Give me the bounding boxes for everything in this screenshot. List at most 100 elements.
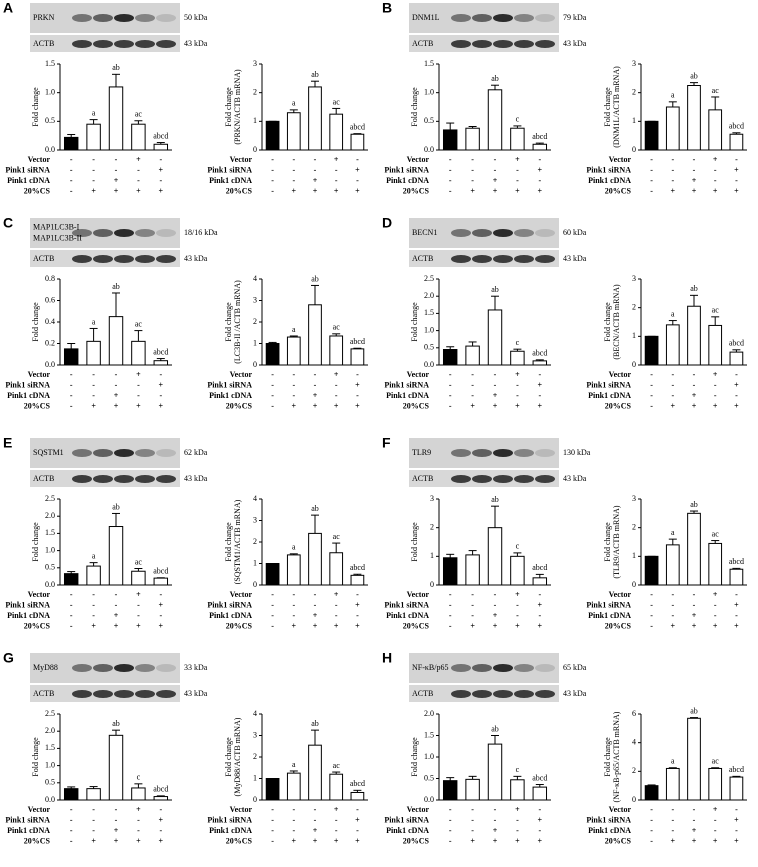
significance-label: ab — [311, 70, 319, 79]
panel-letter: G — [3, 650, 14, 666]
treatment-sign: - — [292, 600, 295, 609]
treatment-sign: - — [92, 590, 95, 599]
treatment-sign: - — [271, 815, 274, 824]
y-tick-label: 4 — [253, 274, 257, 283]
panel-letter: A — [3, 0, 13, 16]
blot-kda: 33 kDa — [184, 663, 208, 672]
treatment-sign: - — [494, 380, 497, 389]
blot-band — [493, 255, 513, 263]
panel-letter: C — [3, 215, 13, 231]
treatment-sign: - — [538, 611, 541, 620]
significance-label: abcd — [532, 773, 547, 782]
blot-band — [93, 475, 113, 483]
treatment-sign: + — [692, 186, 697, 195]
significance-label: a — [671, 309, 675, 318]
bar — [442, 349, 458, 366]
treatment-sign: + — [538, 836, 543, 845]
y-axis-label: Fold change — [603, 522, 612, 562]
treatment-label: Pink1 siRNA — [5, 165, 50, 174]
treatment-sign: - — [159, 611, 162, 620]
y-tick-label: 0.2 — [45, 338, 55, 347]
treatment-sign: + — [515, 186, 520, 195]
y-tick-label: 1 — [632, 331, 636, 340]
significance-label: abcd — [729, 339, 744, 348]
treatment-label: Pink1 siRNA — [207, 815, 252, 824]
treatment-sign: - — [137, 176, 140, 185]
treatment-label: Vector — [407, 370, 430, 379]
treatment-label: Vector — [28, 155, 51, 164]
y-tick-label: 4 — [253, 494, 257, 503]
treatment-sign: - — [538, 391, 541, 400]
treatment-sign: + — [734, 401, 739, 410]
treatment-sign: - — [70, 836, 73, 845]
treatment-sign: + — [493, 836, 498, 845]
treatment-label: Pink1 cDNA — [209, 391, 252, 400]
treatment-sign: - — [70, 590, 73, 599]
blot-band — [451, 449, 471, 457]
treatment-sign: - — [538, 370, 541, 379]
y-tick-label: 1.0 — [45, 760, 55, 769]
blot-band — [114, 449, 134, 457]
treatment-sign: + — [515, 155, 520, 164]
treatment-sign: - — [356, 176, 359, 185]
significance-label: ac — [712, 529, 720, 538]
treatment-sign: - — [735, 611, 738, 620]
significance-label: ab — [112, 502, 120, 511]
treatment-sign: + — [313, 621, 318, 630]
treatment-sign: - — [335, 380, 338, 389]
y-tick-label: 1 — [632, 551, 636, 560]
y-axis-label: Fold change — [31, 737, 40, 777]
treatment-label: 20%CS — [24, 621, 51, 630]
y-tick-label: 0.0 — [424, 360, 434, 369]
treatment-sign: - — [471, 391, 474, 400]
blot-loading-label: ACTB — [412, 39, 433, 48]
treatment-sign: - — [314, 380, 317, 389]
treatment-label: Pink1 siRNA — [207, 165, 252, 174]
bar — [86, 123, 101, 151]
y-axis-label: (TLR9/ACTB mRNA) — [612, 505, 621, 578]
blot-band — [535, 664, 555, 672]
treatment-label: Pink1 siRNA — [207, 600, 252, 609]
treatment-sign: - — [92, 370, 95, 379]
bar — [487, 743, 503, 801]
treatment-sign: + — [515, 621, 520, 630]
y-tick-label: 0.0 — [424, 795, 434, 804]
treatment-sign: - — [159, 370, 162, 379]
treatment-sign: + — [355, 165, 360, 174]
bar — [708, 109, 723, 151]
bar — [350, 574, 365, 586]
treatment-label: Vector — [609, 805, 632, 814]
significance-label: ab — [491, 285, 499, 294]
treatment-sign: + — [114, 826, 119, 835]
blot-band — [493, 475, 513, 483]
y-tick-label: 1.5 — [424, 59, 434, 68]
y-tick-label: 0 — [632, 360, 636, 369]
blot-band — [114, 475, 134, 483]
treatment-sign: - — [693, 165, 696, 174]
blot-band — [514, 690, 534, 698]
bar — [532, 577, 548, 586]
bar — [308, 744, 322, 801]
treatment-sign: - — [650, 600, 653, 609]
treatment-sign: - — [356, 391, 359, 400]
treatment-sign: + — [136, 370, 141, 379]
blot-band — [156, 40, 176, 48]
treatment-label: Vector — [28, 590, 51, 599]
treatment-sign: + — [734, 380, 739, 389]
treatment-label: Pink1 siRNA — [5, 600, 50, 609]
treatment-sign: - — [650, 621, 653, 630]
y-tick-label: 0 — [253, 360, 257, 369]
treatment-sign: + — [692, 621, 697, 630]
treatment-sign: - — [494, 165, 497, 174]
bar — [687, 85, 701, 151]
treatment-label: Vector — [609, 590, 632, 599]
y-tick-label: 2 — [430, 522, 434, 531]
bar — [153, 143, 169, 151]
blot-band — [472, 255, 492, 263]
blot-band — [72, 255, 92, 263]
treatment-sign: + — [91, 836, 96, 845]
treatment-sign: - — [494, 155, 497, 164]
treatment-sign: + — [470, 401, 475, 410]
blot-kda: 65 kDa — [563, 663, 587, 672]
